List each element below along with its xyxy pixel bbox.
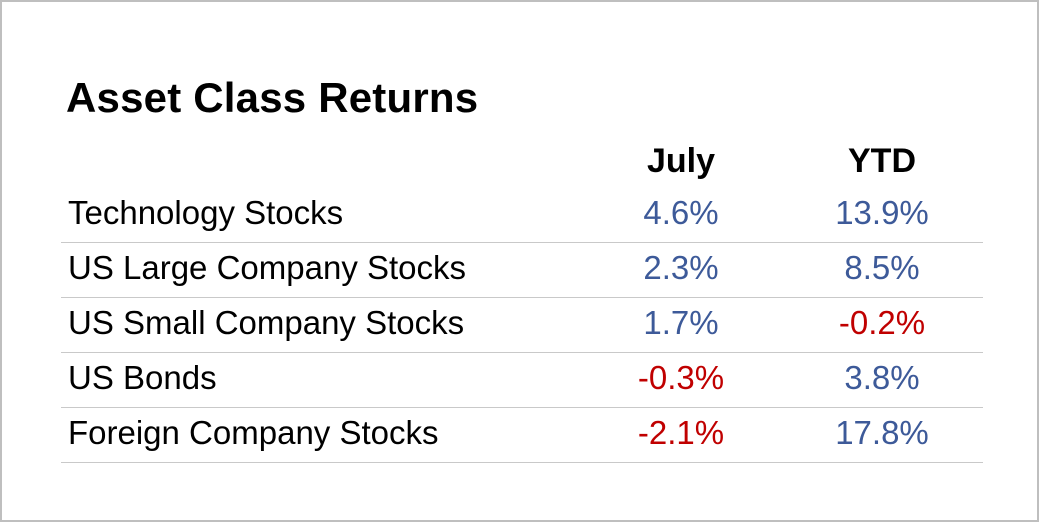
- row-label: Technology Stocks: [68, 194, 344, 231]
- july-value: 4.6%: [643, 194, 719, 231]
- ytd-value: 8.5%: [844, 249, 920, 286]
- row-label: Foreign Company Stocks: [68, 414, 439, 451]
- table-row: US Large Company Stocks 2.3% 8.5%: [61, 243, 983, 298]
- ytd-value: 13.9%: [835, 194, 929, 231]
- table-row: Technology Stocks 4.6% 13.9%: [61, 188, 983, 243]
- july-value: 2.3%: [643, 249, 719, 286]
- chart-title: Asset Class Returns: [66, 74, 479, 121]
- table-row: Foreign Company Stocks -2.1% 17.8%: [61, 408, 983, 463]
- row-label: US Small Company Stocks: [68, 304, 465, 341]
- returns-table: Technology Stocks 4.6% 13.9% US Large Co…: [61, 188, 983, 463]
- table-row: US Small Company Stocks 1.7% -0.2%: [61, 298, 983, 353]
- july-value: -0.3%: [637, 359, 725, 396]
- july-value: 1.7%: [643, 304, 719, 341]
- july-value: -2.1%: [637, 414, 725, 451]
- ytd-value: -0.2%: [838, 304, 926, 341]
- column-header-july: July: [646, 142, 716, 180]
- column-header-ytd: YTD: [848, 142, 916, 180]
- row-label: US Large Company Stocks: [68, 249, 467, 286]
- ytd-value: 17.8%: [835, 414, 929, 451]
- ytd-value: 3.8%: [844, 359, 920, 396]
- table-row: US Bonds -0.3% 3.8%: [61, 353, 983, 408]
- row-label: US Bonds: [68, 359, 217, 396]
